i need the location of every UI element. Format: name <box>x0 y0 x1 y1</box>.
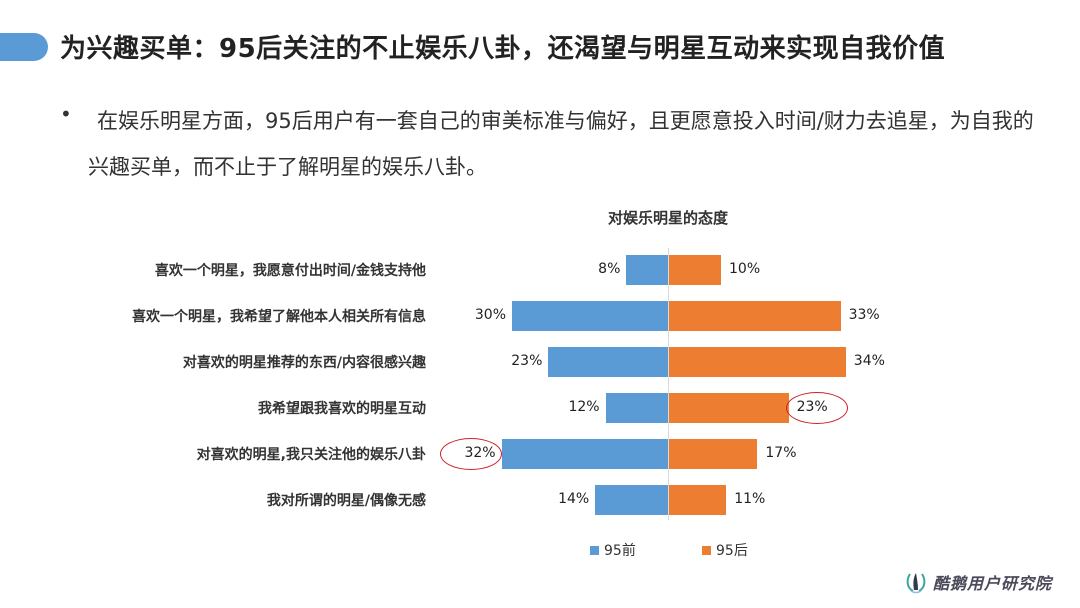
bar-95-before <box>548 347 668 377</box>
highlight-circle <box>785 392 848 424</box>
bar-95-before <box>605 393 668 423</box>
bar-95-after <box>669 393 789 423</box>
chart-row: 喜欢一个明星，我愿意付出时间/金钱支持他 8% 10% <box>0 255 1080 285</box>
value-label-95-before: 30% <box>474 307 506 323</box>
category-label: 喜欢一个明星，我希望了解他本人相关所有信息 <box>132 309 426 325</box>
value-label-95-before: 23% <box>511 353 543 369</box>
page-title: 为兴趣买单：95后关注的不止娱乐八卦，还渴望与明星互动来实现自我价值 <box>60 34 946 64</box>
bar-95-after <box>669 485 727 515</box>
value-label-95-after: 10% <box>729 261 761 277</box>
chart-row: 对喜欢的明星推荐的东西/内容很感兴趣 23% 34% <box>0 347 1080 377</box>
legend-item-95-before: 95前 <box>590 540 636 560</box>
value-label-95-after: 34% <box>853 353 885 369</box>
highlight-circle <box>439 438 502 470</box>
bar-95-after <box>669 301 841 331</box>
bullet-text: 在娱乐明星方面，95后用户有一套自己的审美标准与偏好，且更愿意投入时间/财力去追… <box>88 109 1034 179</box>
bar-95-after <box>669 255 721 285</box>
bar-95-before <box>501 439 668 469</box>
legend-swatch-orange <box>702 545 711 555</box>
legend-item-95-after: 95后 <box>702 540 748 560</box>
category-label: 喜欢一个明星，我愿意付出时间/金钱支持他 <box>154 263 426 279</box>
brand-name: 酷鹅用户研究院 <box>933 574 1053 593</box>
bar-95-before <box>595 485 668 515</box>
category-label: 对喜欢的明星推荐的东西/内容很感兴趣 <box>182 355 426 371</box>
category-label: 对喜欢的明星,我只关注他的娱乐八卦 <box>196 447 426 463</box>
category-label: 我对所谓的明星/偶像无感 <box>266 493 426 509</box>
legend-swatch-blue <box>590 545 599 555</box>
value-label-95-before: 8% <box>598 261 621 277</box>
title-accent-pill <box>0 33 48 61</box>
bullet-marker: • <box>60 102 72 126</box>
category-label: 我希望跟我喜欢的明星互动 <box>258 401 426 417</box>
penguin-flame-icon <box>906 573 926 594</box>
chart-legend: 95前 95后 <box>0 540 1080 560</box>
value-label-95-before: 12% <box>568 399 600 415</box>
center-axis-line <box>668 248 669 520</box>
chart-row: 对喜欢的明星,我只关注他的娱乐八卦 32% 17% <box>0 439 1080 469</box>
value-label-95-after: 33% <box>848 307 880 323</box>
value-label-95-before: 14% <box>558 491 590 507</box>
chart-title: 对娱乐明星的态度 <box>607 209 728 227</box>
bar-95-before <box>512 301 668 331</box>
bar-95-after <box>669 347 846 377</box>
value-label-95-after: 17% <box>765 445 797 461</box>
bar-95-before <box>626 255 668 285</box>
chart-row: 喜欢一个明星，我希望了解他本人相关所有信息 30% 33% <box>0 301 1080 331</box>
value-label-95-after: 11% <box>734 491 766 507</box>
chart-row: 我希望跟我喜欢的明星互动 12% 23% <box>0 393 1080 423</box>
legend-label: 95前 <box>604 543 636 559</box>
brand-logo: 酷鹅用户研究院 <box>904 570 1052 594</box>
chart-row: 我对所谓的明星/偶像无感 14% 11% <box>0 485 1080 515</box>
bar-95-after <box>669 439 758 469</box>
legend-label: 95后 <box>716 543 748 559</box>
